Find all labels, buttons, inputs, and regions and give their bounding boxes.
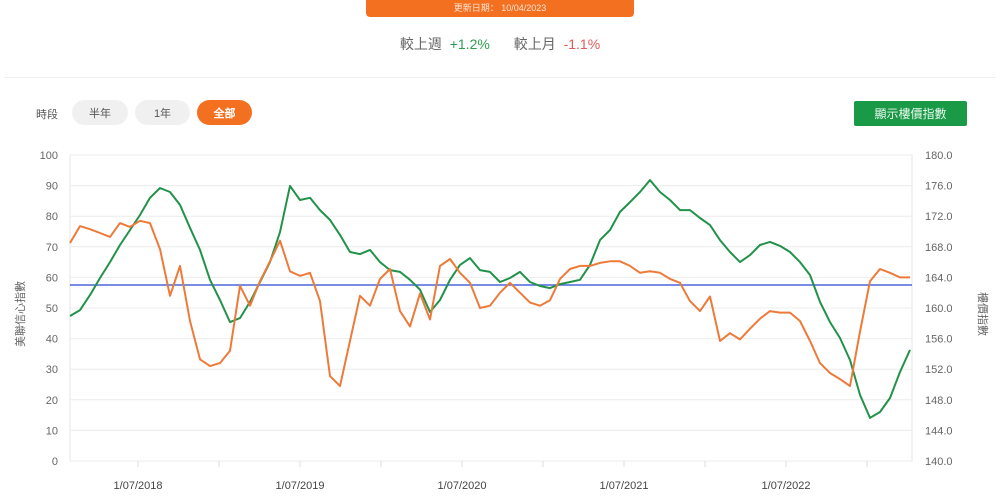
update-date-label: 更新日期： 10/04/2023 xyxy=(453,3,547,13)
week-compare-label: 較上週 xyxy=(399,36,442,52)
x-tick-label: 1/07/2021 xyxy=(600,480,649,492)
right-y-tick: 152.0 xyxy=(925,364,953,376)
confidence-price-chart: 0 10 20 30 40 50 60 70 80 90 100 140.0 144.0 148.0 15… xyxy=(13,150,990,492)
left-axis-title: 美聯信心指數 xyxy=(13,281,27,347)
week-change-value: +1.2% xyxy=(449,36,490,52)
price-index-line xyxy=(69,219,910,387)
right-y-tick: 168.0 xyxy=(925,242,953,254)
left-y-tick: 100 xyxy=(40,150,58,162)
x-tick-label: 1/07/2022 xyxy=(762,480,811,492)
x-tick-label: 1/07/2018 xyxy=(114,480,163,492)
chart-series xyxy=(69,179,911,419)
right-y-tick: 144.0 xyxy=(925,425,953,437)
x-tick-label: 1/07/2020 xyxy=(438,480,487,492)
left-y-tick: 40 xyxy=(46,334,58,346)
left-y-tick: 20 xyxy=(46,395,58,407)
x-tick-label: 1/07/2019 xyxy=(276,480,325,492)
left-y-tick: 10 xyxy=(46,425,58,437)
left-y-tick: 0 xyxy=(52,456,58,468)
show-price-index-button[interactable]: 顯示樓價指數 xyxy=(854,101,967,126)
right-axis-title: 樓價指數 xyxy=(976,292,990,336)
right-y-tick: 148.0 xyxy=(925,395,953,407)
right-y-tick: 160.0 xyxy=(925,303,953,315)
left-y-tick: 60 xyxy=(46,272,58,284)
left-y-tick: 80 xyxy=(46,211,58,223)
period-label: 時段 xyxy=(36,109,58,121)
update-date-banner: 更新日期： 10/04/2023 xyxy=(366,0,634,17)
period-all-button[interactable]: 全部 xyxy=(197,100,252,125)
right-y-tick: 176.0 xyxy=(925,181,953,193)
month-change-value: -1.1% xyxy=(563,36,601,52)
confidence-index-line xyxy=(69,179,911,419)
right-y-tick: 164.0 xyxy=(925,272,953,284)
period-half-year-button[interactable]: 半年 xyxy=(72,100,128,125)
right-y-tick: 172.0 xyxy=(925,211,953,223)
left-y-axis: 0 10 20 30 40 50 60 70 80 90 100 xyxy=(40,150,58,468)
chart-grid xyxy=(69,154,913,462)
right-y-tick: 180.0 xyxy=(925,150,953,162)
right-y-tick: 140.0 xyxy=(925,456,953,468)
right-y-tick: 156.0 xyxy=(925,334,953,346)
x-axis: 1/07/2018 1/07/2019 1/07/2020 1/07/2021 1/07… xyxy=(114,461,868,492)
period-1-year-button[interactable]: 1年 xyxy=(135,100,190,125)
right-y-axis: 140.0 144.0 148.0 152.0 156.0 160.0 164.0 168.0… xyxy=(925,150,953,468)
month-compare-label: 較上月 xyxy=(513,36,556,52)
left-y-tick: 30 xyxy=(46,364,58,376)
section-divider xyxy=(4,77,996,78)
change-summary: 較上週 +1.2% 較上月 -1.1% xyxy=(0,34,1000,54)
left-y-tick: 90 xyxy=(46,181,58,193)
left-y-tick: 70 xyxy=(46,242,58,254)
left-y-tick: 50 xyxy=(46,303,58,315)
